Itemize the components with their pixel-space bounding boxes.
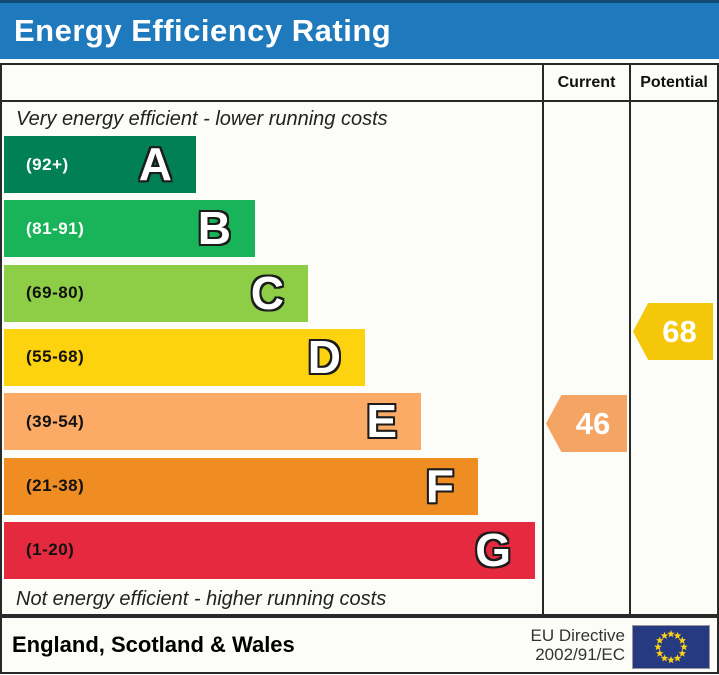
footer: England, Scotland & Wales EU Directive 2… [0,616,719,674]
eu-directive-label: EU Directive 2002/91/EC [531,626,625,664]
band-bar: (81-91) B [4,200,255,258]
rating-table: Current Potential Very energy efficient … [0,63,719,616]
caption-very-efficient: Very energy efficient - lower running co… [16,108,388,130]
band-bar: (1-20) G [4,521,535,579]
band-range-label: (1-20) [26,540,75,560]
band-range-label: (81-91) [26,218,85,238]
page-title: Energy Efficiency Rating [14,13,392,48]
column-header-potential: Potential [640,74,708,91]
caption-not-efficient: Not energy efficient - higher running co… [16,588,387,610]
band-letter: E [366,395,397,448]
title-bar: Energy Efficiency Rating [0,0,719,59]
band-letter: A [138,138,172,190]
band-range-label: (39-54) [26,411,85,431]
column-divider-current [542,65,544,614]
column-divider-potential [629,65,631,614]
band-range-label: (69-80) [26,283,85,303]
column-header-current: Current [557,74,616,91]
region-label: England, Scotland & Wales [12,632,295,657]
potential-rating-arrow: 68 [633,303,713,360]
band-letter: C [250,266,284,319]
band-letter: G [475,523,511,576]
band-range-label: (55-68) [26,347,85,367]
band-bar: (39-54) E [4,393,421,451]
band-row-b: (81-91) B [4,200,255,258]
band-bar: (55-68) D [4,328,365,386]
eu-flag-icon [632,625,710,669]
band-letter: F [425,459,454,512]
band-bar: (69-80) C [4,264,308,322]
band-bar: (21-38) F [4,457,478,515]
band-letter: D [307,330,341,383]
band-range-label: (92+) [26,154,69,174]
band-row-d: (55-68) D [4,328,365,386]
band-row-g: (1-20) G [4,521,535,579]
current-rating-value: 46 [575,405,611,441]
band-bar: (92+) A [4,136,196,193]
band-row-a: (92+) A [4,136,196,193]
current-rating-arrow: 46 [546,395,627,452]
band-letter: B [197,202,231,255]
eu-directive-line2: 2002/91/EC [535,645,625,664]
band-range-label: (21-38) [26,476,85,495]
header-divider [2,100,717,102]
eu-directive-line1: EU Directive [530,626,625,645]
potential-rating-value: 68 [662,313,697,349]
band-row-e: (39-54) E [4,393,421,451]
band-row-c: (69-80) C [4,264,308,322]
band-row-f: (21-38) F [4,457,478,515]
